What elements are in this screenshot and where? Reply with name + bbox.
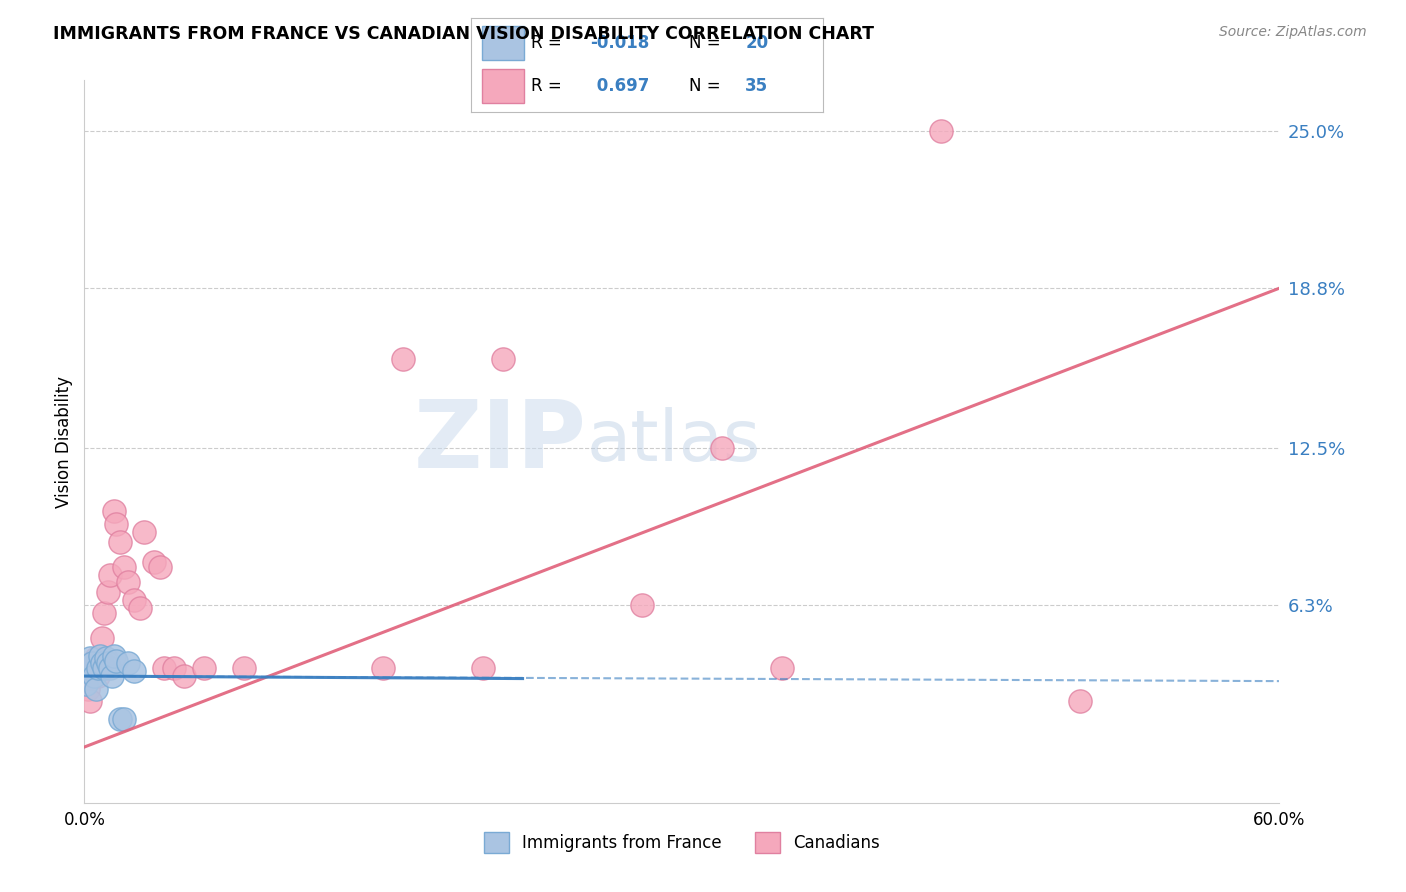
Point xyxy=(91,631,114,645)
Bar xyxy=(482,26,524,60)
Bar xyxy=(482,70,524,103)
Point xyxy=(117,575,139,590)
Point xyxy=(631,598,654,612)
Point xyxy=(122,593,145,607)
Point xyxy=(132,524,156,539)
Text: R =: R = xyxy=(531,78,567,95)
Point xyxy=(117,657,139,671)
Point xyxy=(87,661,110,675)
Point xyxy=(163,661,186,675)
Point xyxy=(75,676,97,690)
Point xyxy=(93,661,115,675)
Legend: Immigrants from France, Canadians: Immigrants from France, Canadians xyxy=(477,826,887,860)
Point xyxy=(770,661,793,675)
Text: -0.018: -0.018 xyxy=(591,34,650,52)
Text: N =: N = xyxy=(689,34,725,52)
Point xyxy=(112,712,135,726)
Point xyxy=(105,516,128,531)
Point xyxy=(110,534,132,549)
Point xyxy=(77,661,100,675)
Point xyxy=(96,651,118,665)
Point xyxy=(929,124,952,138)
Point xyxy=(86,651,108,665)
Point xyxy=(93,606,115,620)
Point xyxy=(101,669,124,683)
Text: R =: R = xyxy=(531,34,567,52)
Point xyxy=(86,681,108,696)
Point xyxy=(110,712,132,726)
Point xyxy=(122,664,145,678)
Point xyxy=(83,669,105,683)
Point xyxy=(149,560,172,574)
Point xyxy=(173,669,195,683)
Point xyxy=(77,681,100,696)
Point xyxy=(98,567,121,582)
Text: Source: ZipAtlas.com: Source: ZipAtlas.com xyxy=(1219,25,1367,39)
Point xyxy=(710,441,733,455)
Point xyxy=(98,661,121,675)
Point xyxy=(232,661,254,675)
Point xyxy=(87,669,110,683)
Text: 0.697: 0.697 xyxy=(591,78,650,95)
Point xyxy=(97,657,120,671)
Point xyxy=(91,657,114,671)
Point xyxy=(193,661,215,675)
Text: 20: 20 xyxy=(745,34,768,52)
Point xyxy=(103,648,125,663)
Point xyxy=(143,555,166,569)
Point xyxy=(89,648,111,663)
Point xyxy=(79,694,101,708)
Text: 35: 35 xyxy=(745,78,768,95)
Point xyxy=(89,657,111,671)
Point xyxy=(79,651,101,665)
Point xyxy=(112,560,135,574)
Point xyxy=(153,661,176,675)
Point xyxy=(392,352,415,367)
Text: N =: N = xyxy=(689,78,725,95)
Point xyxy=(75,676,97,690)
Point xyxy=(82,657,104,671)
Text: IMMIGRANTS FROM FRANCE VS CANADIAN VISION DISABILITY CORRELATION CHART: IMMIGRANTS FROM FRANCE VS CANADIAN VISIO… xyxy=(53,25,875,43)
Point xyxy=(373,661,395,675)
Point xyxy=(103,504,125,518)
Text: atlas: atlas xyxy=(586,407,761,476)
Point xyxy=(83,661,105,675)
Point xyxy=(105,654,128,668)
Y-axis label: Vision Disability: Vision Disability xyxy=(55,376,73,508)
Text: ZIP: ZIP xyxy=(413,395,586,488)
Point xyxy=(492,352,515,367)
Point xyxy=(129,600,152,615)
Point xyxy=(471,661,494,675)
Point xyxy=(1069,694,1091,708)
Point xyxy=(97,585,120,599)
